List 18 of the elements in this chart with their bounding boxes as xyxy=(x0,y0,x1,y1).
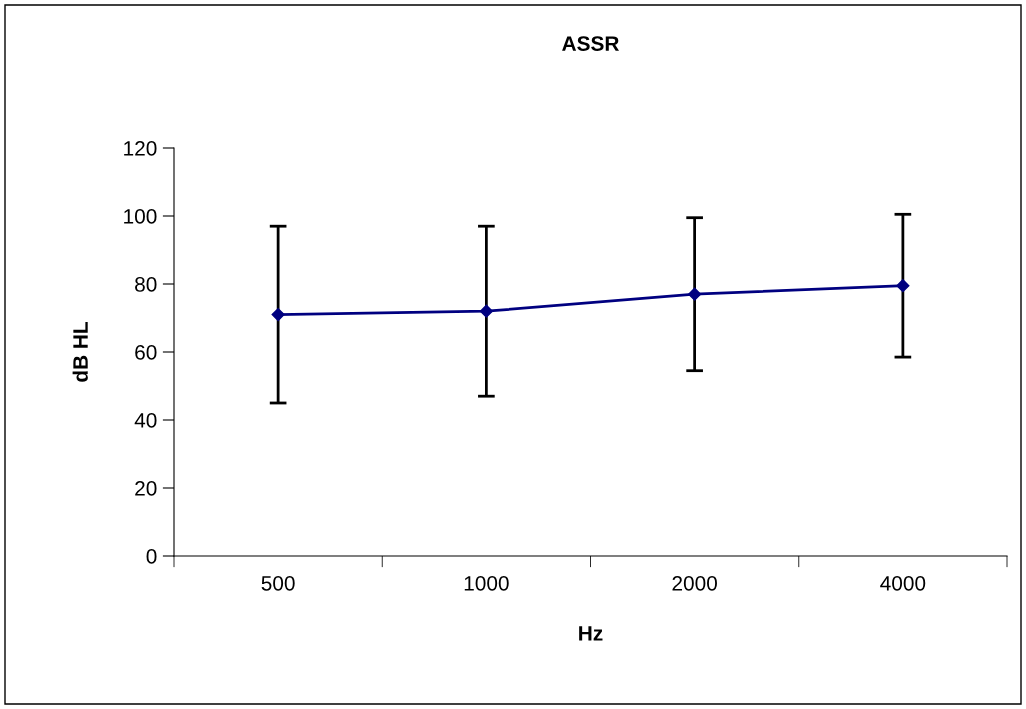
point xyxy=(896,279,910,293)
y-tick-label: 0 xyxy=(146,549,157,564)
chart-title: ASSR xyxy=(562,36,620,51)
x-axis-title: Hz xyxy=(579,626,603,641)
y-tick-label: 40 xyxy=(134,413,157,428)
x-tick-label: 500 xyxy=(261,575,295,591)
x-tick-label: 1000 xyxy=(464,575,509,591)
y-tick-label: 100 xyxy=(124,209,157,224)
y-tick-label: 60 xyxy=(135,345,157,360)
y-tick-label: 80 xyxy=(135,277,157,292)
point xyxy=(688,287,702,301)
x-tick-label: 2000 xyxy=(672,575,717,591)
x-tick-label: 4000 xyxy=(880,575,926,591)
point xyxy=(271,308,285,322)
y-tick-label: 120 xyxy=(124,141,157,156)
point xyxy=(479,304,493,318)
y-tick-label: 20 xyxy=(135,481,157,496)
y-axis-title: dB HL xyxy=(72,321,88,382)
